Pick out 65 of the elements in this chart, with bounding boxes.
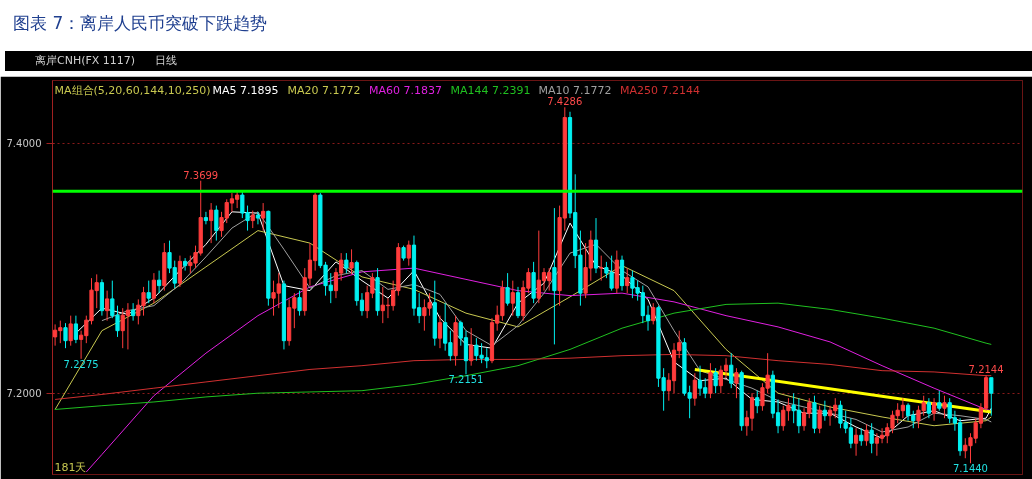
text: MA144 7.2391 bbox=[450, 83, 531, 97]
candlestick bbox=[510, 280, 515, 317]
candlestick bbox=[708, 362, 713, 399]
candlestick bbox=[151, 272, 157, 304]
candlestick bbox=[505, 272, 510, 307]
candlestick bbox=[697, 365, 703, 397]
candlestick bbox=[869, 422, 874, 454]
candlestick bbox=[853, 427, 859, 457]
candlestick bbox=[63, 322, 68, 349]
candlestick bbox=[692, 372, 697, 407]
candlestick bbox=[209, 202, 214, 244]
candlestick bbox=[817, 405, 822, 434]
candlestick bbox=[73, 315, 79, 344]
candlestick bbox=[349, 248, 354, 275]
candlestick bbox=[625, 267, 630, 294]
candlestick bbox=[469, 327, 474, 367]
candlestick bbox=[261, 202, 266, 232]
candlestick bbox=[105, 290, 110, 322]
text: MA60 7.1837 bbox=[369, 83, 442, 97]
candlestick bbox=[755, 390, 760, 414]
candlestick bbox=[344, 252, 349, 274]
candlestick bbox=[734, 367, 739, 399]
candlestick bbox=[937, 390, 942, 412]
candlestick bbox=[183, 257, 188, 272]
candlestick bbox=[864, 423, 869, 447]
candlestick bbox=[297, 290, 302, 317]
candlestick bbox=[749, 392, 755, 432]
candlestick bbox=[177, 255, 183, 288]
candlestick bbox=[552, 207, 557, 345]
text: MA20 7.1772 bbox=[287, 83, 361, 97]
candlestick bbox=[651, 302, 656, 325]
candlestick bbox=[926, 397, 931, 419]
candlestick bbox=[68, 315, 73, 347]
candlestick bbox=[214, 205, 219, 242]
candlestick bbox=[942, 395, 947, 419]
text: 离岸CNH(FX 1117) bbox=[35, 54, 136, 67]
candlestick bbox=[157, 270, 162, 294]
candlestick bbox=[203, 211, 209, 225]
candlestick bbox=[406, 240, 411, 267]
candlestick bbox=[729, 352, 734, 389]
text: MA250 7.2144 bbox=[620, 83, 700, 97]
candlestick bbox=[515, 286, 521, 319]
annotation: 7.3699 bbox=[183, 169, 219, 181]
y-tick-label: 7.4000 bbox=[6, 138, 42, 150]
annotation: 7.2144 bbox=[968, 364, 1004, 376]
annotation: 7.2151 bbox=[448, 374, 484, 386]
text: MA10 7.1772 bbox=[538, 83, 612, 97]
text: 日线 bbox=[155, 54, 178, 67]
y-tick-label: 7.2000 bbox=[6, 388, 42, 400]
annotation: 7.1440 bbox=[952, 463, 988, 475]
candlestick bbox=[713, 367, 718, 394]
text: MA5 7.1895 bbox=[212, 83, 279, 97]
annotation: 7.2275 bbox=[63, 358, 99, 370]
candlestick bbox=[599, 255, 604, 282]
candlestick bbox=[822, 400, 827, 422]
candlestick bbox=[131, 302, 136, 322]
candlestick bbox=[146, 280, 151, 304]
annotation: 7.4286 bbox=[547, 96, 583, 108]
annotation: MA组合(5,20,60,144,10,250) bbox=[54, 83, 211, 97]
chart-title: 图表 7：离岸人民币突破下跌趋势 bbox=[12, 12, 268, 35]
candlestick bbox=[437, 315, 443, 349]
candlestick bbox=[989, 377, 994, 417]
annotation: 181天 bbox=[54, 460, 87, 474]
candlestick bbox=[255, 211, 261, 225]
candlestick bbox=[931, 397, 937, 422]
